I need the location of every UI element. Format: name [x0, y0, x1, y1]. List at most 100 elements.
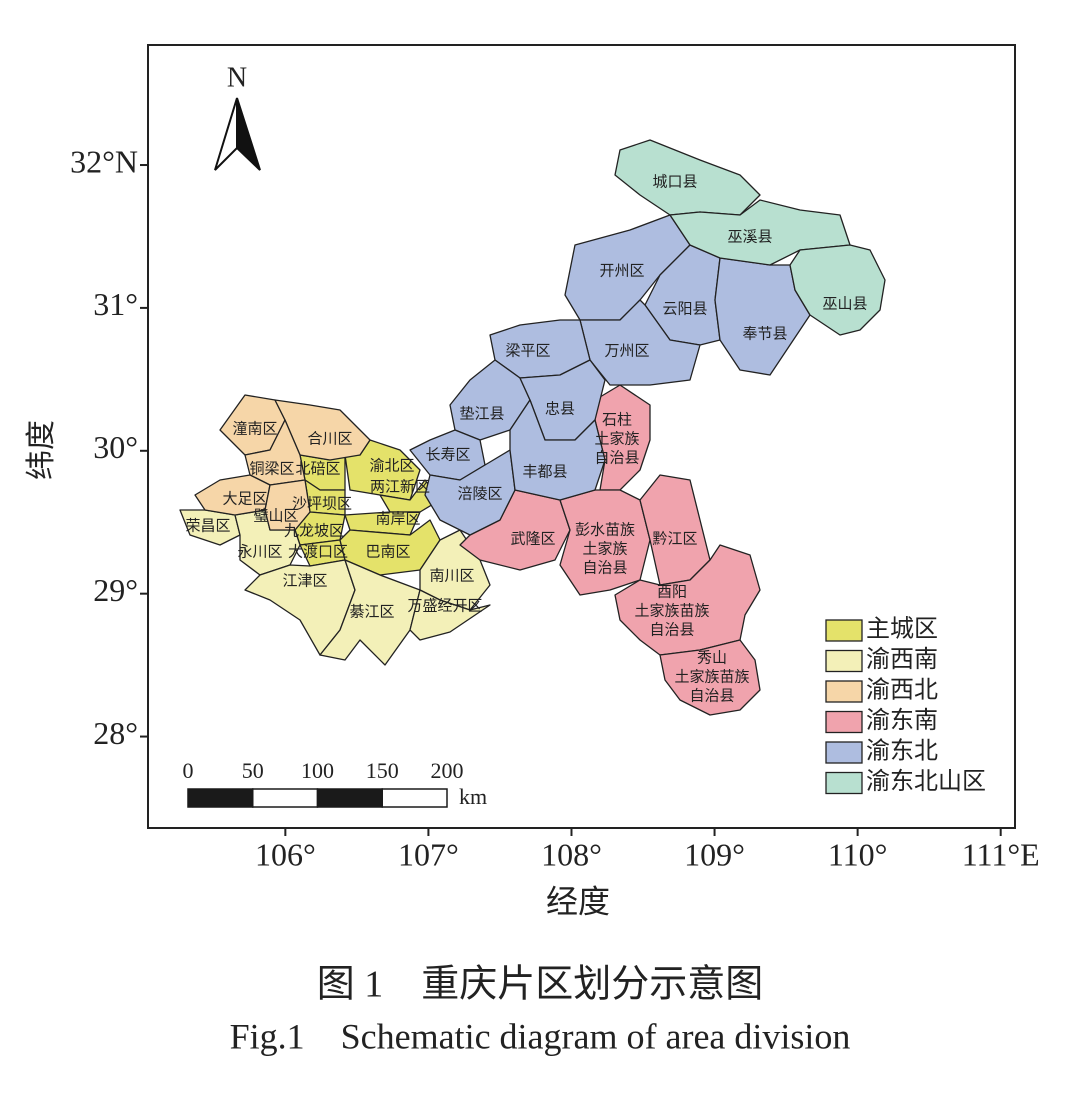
- scale-label: 150: [366, 758, 399, 783]
- district: [789, 244, 886, 336]
- district-label: 綦江区: [349, 603, 394, 620]
- district-label: 两江新区: [370, 478, 430, 495]
- district-label: 自治县: [649, 621, 694, 638]
- district-label: 土家族: [594, 430, 639, 447]
- district-label: 自治县: [689, 687, 734, 704]
- district-label: 荣昌区: [185, 517, 230, 534]
- district-label: 万州区: [604, 343, 649, 359]
- district-label: 永川区: [237, 543, 282, 560]
- district-label: 丰都县: [522, 463, 567, 480]
- district-label: 璧山区: [253, 506, 298, 524]
- scale-segment: [316, 788, 383, 808]
- x-tick-label: 108°: [541, 836, 602, 872]
- district-label: 合川区: [307, 430, 352, 447]
- x-tick-label: 111°E: [962, 836, 1040, 872]
- legend-swatch: [825, 710, 863, 734]
- district-label: 梁平区: [505, 342, 550, 359]
- legend-label: 渝东北山区: [866, 768, 986, 795]
- district-label: 潼南区: [232, 419, 277, 437]
- legend-label: 渝西南: [866, 646, 938, 673]
- y-tick-label: 32°N: [70, 143, 138, 179]
- scale-label: 200: [431, 758, 464, 783]
- district-label: 秀山: [697, 649, 727, 666]
- district: [614, 544, 761, 656]
- north-arrow-right: [236, 97, 261, 171]
- district: [564, 214, 691, 321]
- district-label: 彭水苗族: [575, 521, 635, 538]
- district: [579, 299, 701, 386]
- x-tick-label: 109°: [684, 836, 745, 872]
- district-label: 渝北区: [369, 457, 414, 474]
- district-label: 九龙坡区: [284, 522, 344, 539]
- district: [409, 589, 491, 641]
- scale-label: 100: [301, 758, 334, 783]
- district-label: 长寿区: [425, 446, 470, 463]
- district-label: 万盛经开区: [407, 597, 482, 614]
- legend-label: 渝东北: [866, 738, 938, 765]
- scale-segment: [381, 788, 448, 808]
- district-label: 大足区: [222, 490, 267, 507]
- y-tick-label: 31°: [93, 286, 138, 322]
- scale-unit: km: [459, 784, 487, 809]
- district-label: 自治县: [582, 559, 627, 576]
- district-label: 云阳县: [662, 300, 707, 317]
- y-axis-label: 纬度: [25, 420, 58, 480]
- district: [639, 474, 711, 586]
- district-label: 酉阳: [657, 583, 687, 600]
- district-label: 自治县: [594, 449, 639, 466]
- district-label: 沙坪坝区: [292, 495, 352, 512]
- district-label: 南岸区: [375, 510, 420, 527]
- y-tick-label: 29°: [93, 572, 138, 608]
- north-arrow-left: [214, 97, 238, 171]
- district-label: 忠县: [545, 400, 575, 417]
- north-label: N: [227, 62, 247, 93]
- district-label: 垫江县: [459, 405, 504, 422]
- x-axis-label: 经度: [546, 883, 610, 919]
- scale-label: 50: [242, 758, 264, 783]
- district-label: 巴南区: [365, 543, 410, 560]
- y-tick-label: 28°: [93, 715, 138, 751]
- legend-swatch: [825, 619, 863, 642]
- district: [344, 511, 421, 536]
- legend-swatch: [825, 680, 863, 703]
- district-label: 城口县: [652, 173, 697, 190]
- district-label: 开州区: [599, 263, 644, 279]
- district-label: 江津区: [282, 572, 327, 589]
- district-label: 铜梁区: [249, 460, 294, 477]
- x-tick-label: 110°: [828, 836, 888, 872]
- scale-segment: [187, 788, 254, 808]
- district-label: 石柱: [602, 411, 632, 428]
- x-tick-label: 107°: [398, 836, 459, 872]
- district-label: 奉节县: [742, 324, 787, 342]
- district-label: 北碚区: [295, 460, 340, 477]
- district: [424, 449, 516, 536]
- district-label: 涪陵区: [457, 485, 502, 502]
- district-label: 土家族苗族: [634, 602, 709, 619]
- district-label: 土家族苗族: [674, 668, 749, 685]
- legend-label: 主城区: [866, 616, 938, 643]
- district: [264, 479, 311, 531]
- district-label: 大渡口区: [288, 543, 348, 560]
- caption-en: Fig.1 Schematic diagram of area division: [230, 1016, 851, 1056]
- district: [319, 559, 421, 666]
- district: [669, 199, 851, 266]
- district-label: 武隆区: [510, 530, 555, 547]
- caption-zh: 图 1 重庆片区划分示意图: [317, 964, 764, 1006]
- y-tick-label: 30°: [93, 429, 138, 465]
- district-label: 南川区: [429, 567, 474, 584]
- x-tick-label: 106°: [255, 836, 316, 872]
- legend-swatch: [825, 649, 863, 673]
- district: [509, 399, 606, 501]
- district-label: 黔江区: [652, 530, 697, 547]
- district-label: 土家族: [582, 540, 627, 557]
- legend-swatch: [825, 741, 863, 764]
- scale-segment: [252, 788, 319, 808]
- district-label: 巫山县: [822, 295, 867, 312]
- district-label: 巫溪县: [727, 228, 772, 245]
- district: [714, 257, 811, 376]
- map-frame: [147, 44, 1016, 829]
- legend-label: 渝东南: [866, 707, 938, 734]
